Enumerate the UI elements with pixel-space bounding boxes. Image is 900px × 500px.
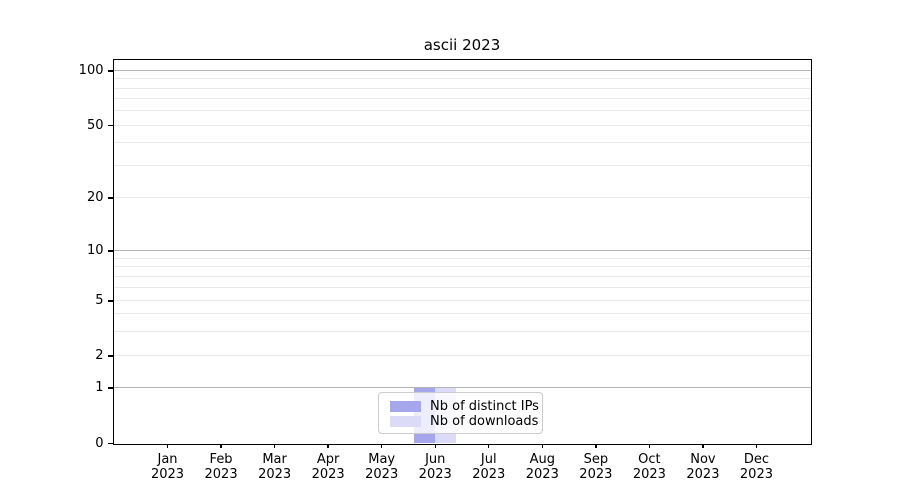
x-tick-label: Jun 2023 bbox=[418, 451, 452, 483]
y-gridline-minor bbox=[113, 98, 811, 100]
y-gridline-minor bbox=[113, 286, 811, 288]
y-tick bbox=[108, 197, 113, 199]
x-tick-label: Nov 2023 bbox=[686, 451, 720, 483]
y-tick-label: 1 bbox=[95, 380, 104, 395]
y-tick bbox=[108, 387, 113, 389]
y-gridline-minor bbox=[113, 164, 811, 166]
y-gridline-minor bbox=[113, 330, 811, 332]
legend-label-distinct-ips: Nb of distinct IPs bbox=[430, 398, 539, 414]
chart-title: ascii 2023 bbox=[423, 36, 501, 54]
x-tick bbox=[595, 443, 597, 448]
legend-label-downloads: Nb of downloads bbox=[430, 413, 539, 429]
y-tick bbox=[108, 70, 113, 72]
y-gridline-minor bbox=[113, 110, 811, 112]
x-tick bbox=[702, 443, 704, 448]
x-tick-label: Apr 2023 bbox=[311, 451, 345, 483]
y-tick bbox=[108, 355, 113, 357]
y-gridline-minor bbox=[113, 87, 811, 89]
x-tick-label: Aug 2023 bbox=[525, 451, 559, 483]
x-tick bbox=[755, 443, 758, 448]
x-tick bbox=[220, 443, 222, 448]
y-tick-label: 20 bbox=[86, 190, 104, 205]
legend-swatch-distinct-ips bbox=[390, 400, 421, 412]
y-gridline-minor bbox=[113, 142, 811, 144]
x-tick bbox=[273, 443, 276, 448]
y-tick-label: 100 bbox=[78, 63, 104, 78]
x-tick-label: Jul 2023 bbox=[472, 451, 506, 483]
x-tick-label: Oct 2023 bbox=[632, 451, 666, 483]
y-tick-label: 50 bbox=[86, 117, 104, 133]
y-tick-label: 2 bbox=[95, 348, 104, 363]
y-tick bbox=[108, 300, 113, 302]
y-gridline-minor bbox=[113, 313, 811, 315]
x-tick-label: Sep 2023 bbox=[579, 451, 613, 483]
x-tick bbox=[648, 443, 651, 448]
y-gridline bbox=[113, 70, 811, 71]
legend-swatch-downloads bbox=[390, 415, 421, 427]
x-tick bbox=[488, 443, 490, 448]
y-gridline bbox=[113, 355, 811, 356]
x-tick bbox=[380, 443, 383, 448]
y-gridline bbox=[113, 250, 811, 251]
x-tick-label: Dec 2023 bbox=[739, 451, 773, 483]
y-gridline bbox=[113, 124, 811, 126]
y-gridline bbox=[113, 387, 811, 388]
x-tick-label: Jan 2023 bbox=[150, 451, 185, 483]
y-tick-label: 0 bbox=[95, 435, 104, 451]
x-tick bbox=[166, 443, 169, 448]
y-gridline bbox=[113, 300, 811, 301]
y-tick bbox=[108, 124, 113, 127]
x-tick bbox=[541, 443, 543, 448]
y-tick bbox=[108, 250, 113, 252]
x-tick-label: Feb 2023 bbox=[204, 451, 238, 483]
y-tick-label: 10 bbox=[86, 243, 104, 258]
x-tick bbox=[434, 443, 436, 448]
x-tick-label: May 2023 bbox=[365, 451, 399, 483]
y-gridline-minor bbox=[113, 275, 811, 277]
legend: Nb of distinct IPs Nb of downloads bbox=[378, 391, 543, 434]
x-tick bbox=[327, 443, 329, 448]
y-gridline-minor bbox=[113, 266, 811, 268]
y-gridline bbox=[113, 197, 811, 198]
y-tick-label: 5 bbox=[95, 293, 104, 308]
y-gridline-minor bbox=[113, 78, 811, 80]
legend-item-distinct-ips: Nb of distinct IPs bbox=[390, 399, 539, 414]
plot-area bbox=[112, 58, 812, 445]
legend-item-downloads: Nb of downloads bbox=[390, 414, 538, 429]
x-tick-label: Mar 2023 bbox=[258, 451, 292, 483]
y-gridline-minor bbox=[113, 257, 811, 259]
y-tick bbox=[108, 442, 113, 445]
